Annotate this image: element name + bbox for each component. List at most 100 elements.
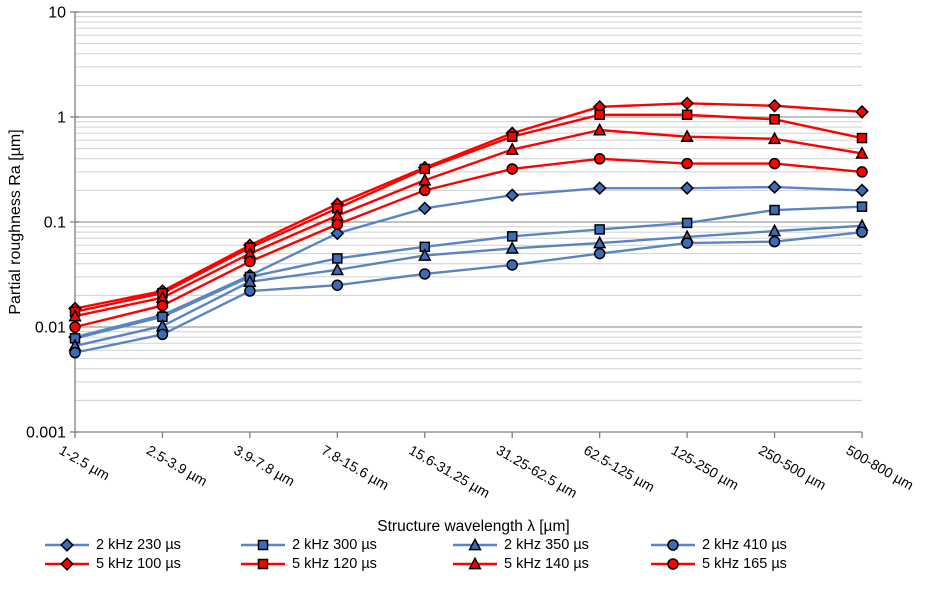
x-tick-label: 31.25-62.5 µm — [494, 442, 580, 501]
legend-item-5khz-100us: 5 kHz 100 µs — [44, 556, 240, 572]
x-tick-label: 125-250 µm — [669, 442, 742, 493]
marker-diamond-5khz-100us — [680, 96, 694, 111]
x-tick-label: 62.5-125 µm — [581, 442, 657, 495]
marker-circle-5khz-165us — [156, 299, 169, 312]
y-tick-label: 0.1 — [44, 215, 66, 232]
legend-item-2khz-350us: 2 kHz 350 µs — [452, 537, 650, 553]
legend-marker-shape — [257, 539, 269, 551]
marker-square-2khz-300us — [594, 224, 605, 235]
legend-item-2khz-300us: 2 kHz 300 µs — [240, 537, 452, 553]
marker-circle-2khz-410us — [856, 226, 868, 238]
series-line-5khz-120us — [74, 113, 863, 313]
legend-item-2khz-410us: 2 kHz 410 µs — [650, 537, 820, 553]
marker-circle-5khz-165us — [331, 218, 344, 231]
legend-label: 2 kHz 410 µs — [702, 537, 787, 553]
legend-label: 2 kHz 300 µs — [292, 537, 377, 553]
legend-item-5khz-140us: 5 kHz 140 µs — [452, 556, 650, 572]
marker-triangle-2khz-350us — [330, 262, 344, 276]
marker-circle-5khz-165us — [419, 184, 431, 197]
marker-diamond-2khz-230us — [680, 181, 694, 196]
y-axis-title: Partial roughness Ra [µm] — [7, 129, 24, 315]
marker-square-5khz-120us — [681, 109, 693, 121]
marker-square-2khz-300us — [506, 231, 518, 242]
marker-circle-5khz-165us — [506, 163, 518, 175]
series-markers-5khz-140us — [68, 122, 869, 322]
marker-diamond-2khz-230us — [592, 181, 607, 196]
legend-label: 2 kHz 230 µs — [96, 537, 181, 553]
marker-triangle-2khz-350us — [505, 241, 519, 254]
marker-triangle-2khz-350us — [418, 248, 432, 261]
marker-circle-2khz-410us — [331, 279, 344, 291]
legend-marker-shape — [667, 558, 679, 570]
marker-triangle-2khz-350us — [593, 235, 607, 249]
series-line-5khz-100us — [74, 102, 863, 310]
marker-triangle-2khz-350us — [767, 223, 782, 237]
series-markers-2khz-230us — [68, 180, 869, 345]
series-markers-2khz-410us — [69, 226, 868, 359]
series-line-2khz-230us — [74, 185, 863, 339]
marker-circle-2khz-410us — [69, 346, 81, 359]
marker-diamond-2khz-230us — [417, 201, 432, 216]
marker-circle-2khz-410us — [593, 247, 606, 260]
marker-circle-5khz-165us — [593, 153, 606, 165]
legend-marker-diamond-icon — [45, 538, 89, 552]
legend-item-5khz-165us: 5 kHz 165 µs — [650, 556, 820, 572]
minor-gridlines — [75, 16, 862, 401]
legend-marker-square-icon — [241, 558, 285, 570]
series-line-2khz-350us — [74, 224, 863, 348]
marker-triangle-5khz-140us — [505, 142, 519, 155]
marker-diamond-2khz-230us — [855, 183, 869, 198]
marker-triangle-5khz-140us — [767, 131, 782, 145]
legend: 2 kHz 230 µs 2 kHz 300 µs 2 kHz 350 µs 2 kH… — [44, 537, 834, 572]
marker-circle-2khz-410us — [156, 328, 169, 341]
legend-marker-circle-icon — [651, 539, 695, 551]
legend-label: 5 kHz 165 µs — [702, 556, 787, 572]
marker-square-5khz-120us — [419, 163, 431, 175]
legend-marker-diamond-icon — [45, 557, 89, 571]
marker-circle-5khz-165us — [856, 166, 868, 178]
marker-square-2khz-300us — [332, 253, 343, 264]
marker-circle-5khz-165us — [69, 321, 81, 333]
x-axis-title: Structure wavelength λ [µm] — [377, 518, 570, 535]
series-line-2khz-410us — [74, 230, 863, 354]
marker-circle-5khz-165us — [244, 255, 256, 268]
marker-diamond-2khz-230us — [767, 180, 782, 194]
y-tick-label: 0.01 — [35, 320, 66, 337]
legend-marker-shape — [667, 539, 679, 551]
legend-marker-shape — [257, 558, 269, 570]
marker-square-5khz-120us — [769, 114, 780, 125]
x-tick-label: 15.6-31.25 µm — [406, 442, 492, 501]
major-gridlines — [75, 11, 862, 328]
marker-circle-5khz-165us — [768, 157, 781, 170]
marker-circle-2khz-410us — [768, 235, 781, 248]
y-tick-label: 10 — [48, 5, 66, 22]
marker-circle-2khz-410us — [681, 237, 693, 249]
legend-marker-triangle-icon — [453, 538, 497, 551]
series-markers-5khz-165us — [69, 153, 868, 333]
marker-circle-2khz-410us — [419, 268, 431, 280]
marker-triangle-5khz-140us — [855, 146, 869, 159]
marker-square-5khz-120us — [856, 132, 868, 144]
legend-marker-shape — [468, 557, 482, 570]
x-tick-label: 1-2.5 µm — [57, 442, 113, 484]
marker-circle-2khz-410us — [506, 259, 518, 271]
marker-diamond-5khz-100us — [855, 104, 869, 119]
legend-label: 2 kHz 350 µs — [504, 537, 589, 553]
marker-triangle-5khz-140us — [68, 308, 82, 322]
marker-diamond-5khz-100us — [767, 98, 782, 113]
legend-marker-shape — [60, 557, 74, 571]
x-tick-label: 250-500 µm — [756, 442, 829, 493]
series-markers-5khz-100us — [68, 96, 869, 316]
marker-triangle-5khz-140us — [593, 122, 607, 136]
marker-square-2khz-300us — [856, 201, 868, 212]
series-line-5khz-140us — [74, 128, 863, 318]
legend-marker-shape — [468, 538, 482, 551]
marker-diamond-2khz-230us — [330, 226, 345, 241]
legend-label: 5 kHz 100 µs — [96, 556, 181, 572]
x-tick-label: 500-800 µm — [844, 442, 917, 493]
series-line-5khz-165us — [74, 157, 863, 329]
legend-item-5khz-120us: 5 kHz 120 µs — [240, 556, 452, 572]
legend-item-2khz-230us: 2 kHz 230 µs — [44, 537, 240, 553]
